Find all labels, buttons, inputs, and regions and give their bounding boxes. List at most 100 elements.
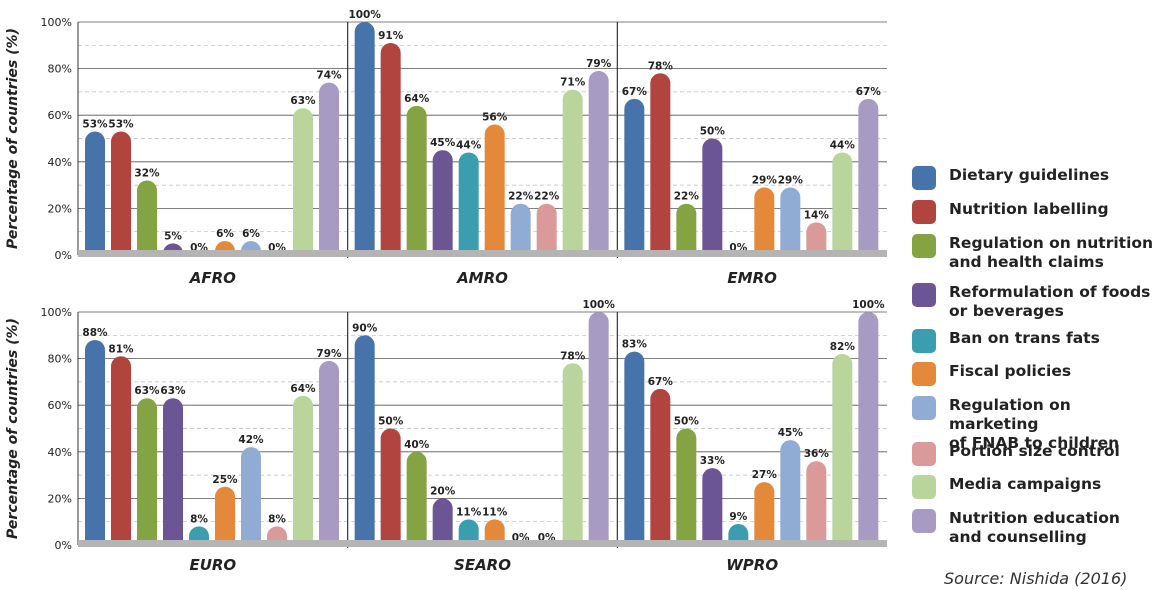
data-label: 74% bbox=[316, 70, 342, 82]
data-label: 64% bbox=[404, 93, 430, 105]
bar-emro-reformulation-of-foods-or-beverages bbox=[702, 138, 723, 255]
data-label: 78% bbox=[648, 60, 674, 72]
legend-item-reformulation-of-foods-or-beverages: Reformulation of foods or beverages bbox=[912, 283, 1150, 321]
legend-swatch bbox=[912, 283, 936, 307]
y-axis-title: Percentage of countries (%) bbox=[5, 28, 21, 249]
bar-afro-media-campaigns bbox=[293, 108, 313, 256]
bar-searo-fiscal-policies bbox=[484, 519, 505, 545]
data-label: 67% bbox=[856, 86, 882, 98]
legend-label: Ban on trans fats bbox=[949, 329, 1100, 347]
legend-label: Portion size control bbox=[949, 442, 1120, 460]
y-axis-title: Percentage of countries (%) bbox=[5, 318, 21, 539]
bar-euro-fiscal-policies bbox=[215, 486, 235, 545]
data-label: 90% bbox=[352, 322, 378, 334]
data-label: 81% bbox=[108, 343, 134, 355]
data-label: 6% bbox=[242, 228, 260, 240]
bar-amro-nutrition-education-and-counselling bbox=[588, 70, 609, 255]
bar-amro-ban-on-trans-fats bbox=[458, 152, 479, 255]
data-label: 22% bbox=[508, 191, 534, 203]
y-tick-label: 100% bbox=[41, 16, 72, 29]
data-label: 63% bbox=[160, 385, 186, 397]
data-label: 25% bbox=[212, 474, 238, 486]
data-label: 11% bbox=[456, 506, 482, 518]
data-label: 32% bbox=[134, 167, 160, 179]
bar-wpro-fiscal-policies bbox=[754, 482, 775, 545]
data-label: 53% bbox=[108, 119, 134, 131]
legend-item-regulation-on-nutrition-and-health-claims: Regulation on nutrition and health claim… bbox=[912, 234, 1153, 272]
data-label: 8% bbox=[268, 513, 286, 525]
data-label: 45% bbox=[430, 137, 456, 149]
bar-wpro-media-campaigns bbox=[832, 353, 853, 545]
bar-amro-media-campaigns bbox=[562, 89, 583, 255]
data-label: 44% bbox=[456, 139, 482, 151]
region-label-emro: EMRO bbox=[727, 269, 777, 287]
bar-wpro-nutrition-labelling bbox=[650, 388, 671, 545]
bar-searo-regulation-on-nutrition-and-health-claims bbox=[406, 451, 427, 545]
region-label-searo: SEARO bbox=[454, 556, 511, 574]
data-label: 11% bbox=[482, 506, 508, 518]
bar-emro-regulation-on-marketing-of-fnab-to-children bbox=[780, 187, 801, 255]
data-label: 100% bbox=[582, 299, 615, 311]
data-label: 5% bbox=[164, 230, 182, 242]
bar-amro-nutrition-labelling bbox=[380, 42, 401, 256]
legend-label: Nutrition labelling bbox=[949, 200, 1109, 218]
y-tick-label: 20% bbox=[48, 202, 72, 215]
bar-searo-nutrition-labelling bbox=[380, 428, 401, 545]
bar-amro-fiscal-policies bbox=[484, 124, 505, 255]
bar-emro-portion-size-control bbox=[806, 222, 827, 255]
bar-euro-dietary-guidelines bbox=[85, 339, 105, 545]
data-label: 6% bbox=[216, 228, 234, 240]
x-axis-band bbox=[78, 540, 887, 547]
bar-wpro-portion-size-control bbox=[806, 461, 827, 545]
legend-label: Dietary guidelines bbox=[949, 166, 1110, 184]
legend-item-ban-on-trans-fats: Ban on trans fats bbox=[912, 329, 1100, 353]
data-label: 79% bbox=[316, 348, 342, 360]
data-label: 50% bbox=[674, 416, 700, 428]
data-label: 36% bbox=[804, 448, 830, 460]
data-label: 14% bbox=[804, 209, 830, 221]
data-label: 67% bbox=[622, 86, 648, 98]
data-label: 79% bbox=[586, 58, 612, 70]
bar-searo-media-campaigns bbox=[562, 363, 583, 545]
bar-afro-nutrition-education-and-counselling bbox=[319, 82, 339, 255]
data-label: 56% bbox=[482, 112, 508, 124]
region-label-amro: AMRO bbox=[456, 269, 508, 287]
bar-euro-nutrition-education-and-counselling bbox=[319, 360, 339, 545]
bar-emro-dietary-guidelines bbox=[624, 98, 645, 255]
legend-item-portion-size-control: Portion size control bbox=[912, 442, 1120, 466]
legend-item-nutrition-education-and-counselling: Nutrition education and counselling bbox=[912, 509, 1120, 547]
data-label: 40% bbox=[404, 439, 430, 451]
legend-item-fiscal-policies: Fiscal policies bbox=[912, 362, 1071, 386]
region-label-euro: EURO bbox=[189, 556, 236, 574]
data-label: 50% bbox=[700, 126, 726, 138]
y-tick-label: 0% bbox=[55, 249, 72, 262]
bar-afro-nutrition-labelling bbox=[111, 131, 131, 255]
bar-emro-nutrition-labelling bbox=[650, 73, 671, 255]
data-label: 91% bbox=[378, 30, 404, 42]
bar-searo-reformulation-of-foods-or-beverages bbox=[432, 498, 453, 545]
bar-wpro-regulation-on-marketing-of-fnab-to-children bbox=[780, 440, 801, 545]
data-label: 9% bbox=[729, 511, 747, 523]
data-label: 22% bbox=[534, 191, 560, 203]
bar-amro-reformulation-of-foods-or-beverages bbox=[432, 150, 453, 255]
region-label-wpro: WPRO bbox=[726, 556, 778, 574]
legend-label: Reformulation of foods or beverages bbox=[949, 283, 1151, 320]
y-tick-label: 100% bbox=[41, 306, 72, 319]
bar-wpro-dietary-guidelines bbox=[624, 351, 645, 545]
y-tick-label: 80% bbox=[48, 353, 72, 366]
bar-searo-ban-on-trans-fats bbox=[458, 519, 479, 545]
source-note: Source: Nishida (2016) bbox=[944, 569, 1128, 588]
region-label-afro: AFRO bbox=[189, 269, 236, 287]
bar-amro-dietary-guidelines bbox=[354, 22, 375, 255]
data-label: 42% bbox=[238, 434, 264, 446]
y-tick-label: 60% bbox=[48, 109, 72, 122]
data-label: 83% bbox=[622, 339, 648, 351]
bar-euro-reformulation-of-foods-or-beverages bbox=[163, 398, 183, 545]
data-label: 22% bbox=[674, 191, 700, 203]
x-axis-band bbox=[78, 250, 887, 257]
legend-swatch bbox=[912, 396, 936, 420]
data-label: 44% bbox=[830, 139, 856, 151]
legend-swatch bbox=[912, 234, 936, 258]
data-label: 82% bbox=[830, 341, 856, 353]
